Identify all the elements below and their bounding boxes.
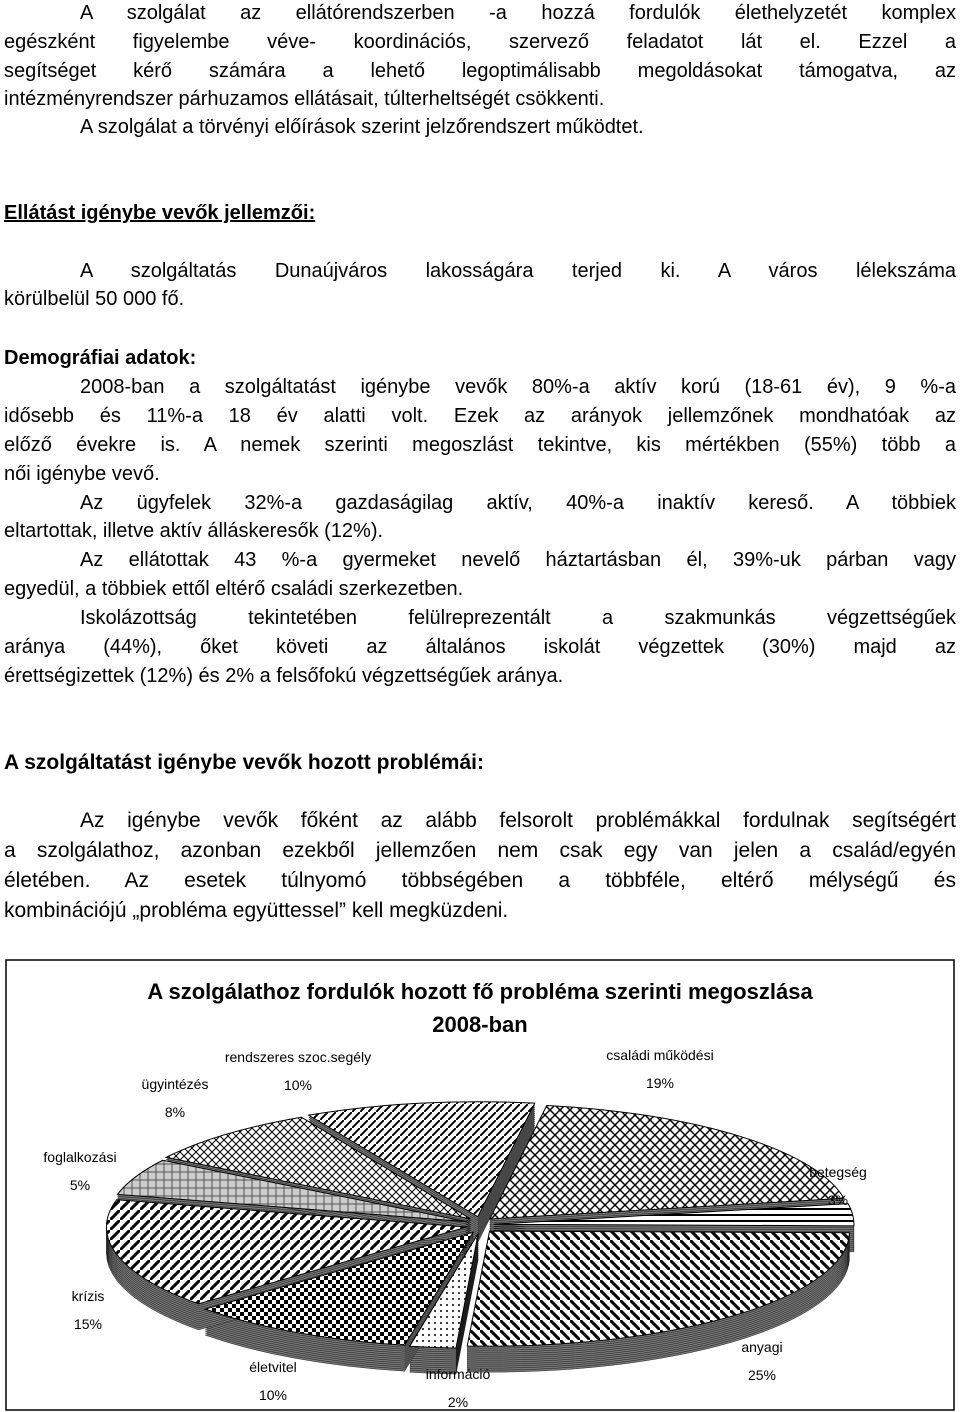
text-line: A szolgáltatás Dunaújváros lakosságára t… xyxy=(80,260,956,282)
text-line: egyedül, a többiek ettől eltérő családi … xyxy=(4,578,464,600)
text-line: érettségizettek (12%) és 2% a felsőfokú … xyxy=(4,665,564,687)
slice-label: foglalkozási xyxy=(43,1149,116,1165)
text-line: eltartottak, illetve aktív álláskeresők … xyxy=(4,520,384,542)
text-line: A szolgálat a törvényi előírások szerint… xyxy=(80,116,644,138)
slice-value-label: 19% xyxy=(646,1075,674,1091)
slice-value-label: 5% xyxy=(70,1177,90,1193)
slice-value-label: 10% xyxy=(284,1077,312,1093)
text-line: előző évekre is. A nemek szerinti megosz… xyxy=(4,434,956,456)
heading: a szolgálathoz, azonban ezekből jellemző… xyxy=(4,839,956,862)
text-line: 2008-ban a szolgáltatást igénybe vevők 8… xyxy=(80,376,956,398)
pie-slice xyxy=(164,1116,471,1220)
slice-label: betegség xyxy=(809,1164,867,1180)
pie-slice xyxy=(488,1104,845,1220)
heading: Ellátást igénybe vevők jellemzői: xyxy=(4,202,316,224)
text-line: aránya (44%), őket követi az általános i… xyxy=(4,636,956,658)
slice-value-label: 2% xyxy=(448,1394,468,1410)
text-line: Az ellátottak 43 %-a gyermeket nevelő há… xyxy=(80,549,956,571)
slice-label: családi működési xyxy=(606,1047,713,1063)
slice-label: ügyintézés xyxy=(142,1076,209,1092)
slice-value-label: 8% xyxy=(165,1104,185,1120)
chart-title: A szolgálathoz fordulók hozott fő problé… xyxy=(147,979,813,1037)
text-line: Iskolázottság tekintetében felülreprezen… xyxy=(80,607,956,629)
text-line: Az ügyfelek 32%-a gazdaságilag aktív, 40… xyxy=(80,492,956,514)
text-line: A szolgálat az ellátórendszerben -a hozz… xyxy=(80,2,956,24)
heading: életében. Az esetek túlnyomó többségében… xyxy=(4,869,956,892)
slice-label: krízis xyxy=(72,1288,105,1304)
text-line: körülbelül 50 000 fő. xyxy=(4,288,185,310)
slice-label: rendszeres szoc.segély xyxy=(225,1049,371,1065)
text-line: idősebb és 11%-a 18 év alatti volt. Ezek… xyxy=(4,405,956,427)
pie-slice xyxy=(408,1233,479,1349)
slice-label: információ xyxy=(426,1366,491,1382)
slice-label: anyagi xyxy=(741,1339,782,1355)
pie-slice xyxy=(307,1101,536,1218)
text-line: női igénybe vevő. xyxy=(4,463,160,485)
pie-slice xyxy=(493,1203,855,1227)
chart-frame xyxy=(5,959,955,1411)
heading: Az igénybe vevők főként az alább felsoro… xyxy=(80,809,956,832)
pie-slice xyxy=(105,1199,467,1305)
heading: kombinációjú „probléma együttessel” kell… xyxy=(4,899,509,922)
pie-slice xyxy=(116,1159,468,1223)
slice-value-label: 10% xyxy=(259,1387,287,1403)
text-line: egészként figyelembe véve- koordinációs,… xyxy=(4,31,956,53)
heading: A szolgáltatást igénybe vevők hozott pro… xyxy=(4,751,484,774)
pie-slice xyxy=(466,1230,851,1347)
slice-label: életvitel xyxy=(249,1359,296,1375)
pie-slice xyxy=(203,1231,475,1346)
text-line: segítséget kérő számára a lehető legopti… xyxy=(4,60,956,82)
heading: Demográfiai adatok: xyxy=(4,347,197,369)
slice-value-label: 15% xyxy=(74,1316,102,1332)
slice-value-label: 25% xyxy=(748,1367,776,1383)
text-line: intézményrendszer párhuzamos ellátásait,… xyxy=(4,88,605,110)
slice-value-label: 3% xyxy=(828,1192,848,1208)
